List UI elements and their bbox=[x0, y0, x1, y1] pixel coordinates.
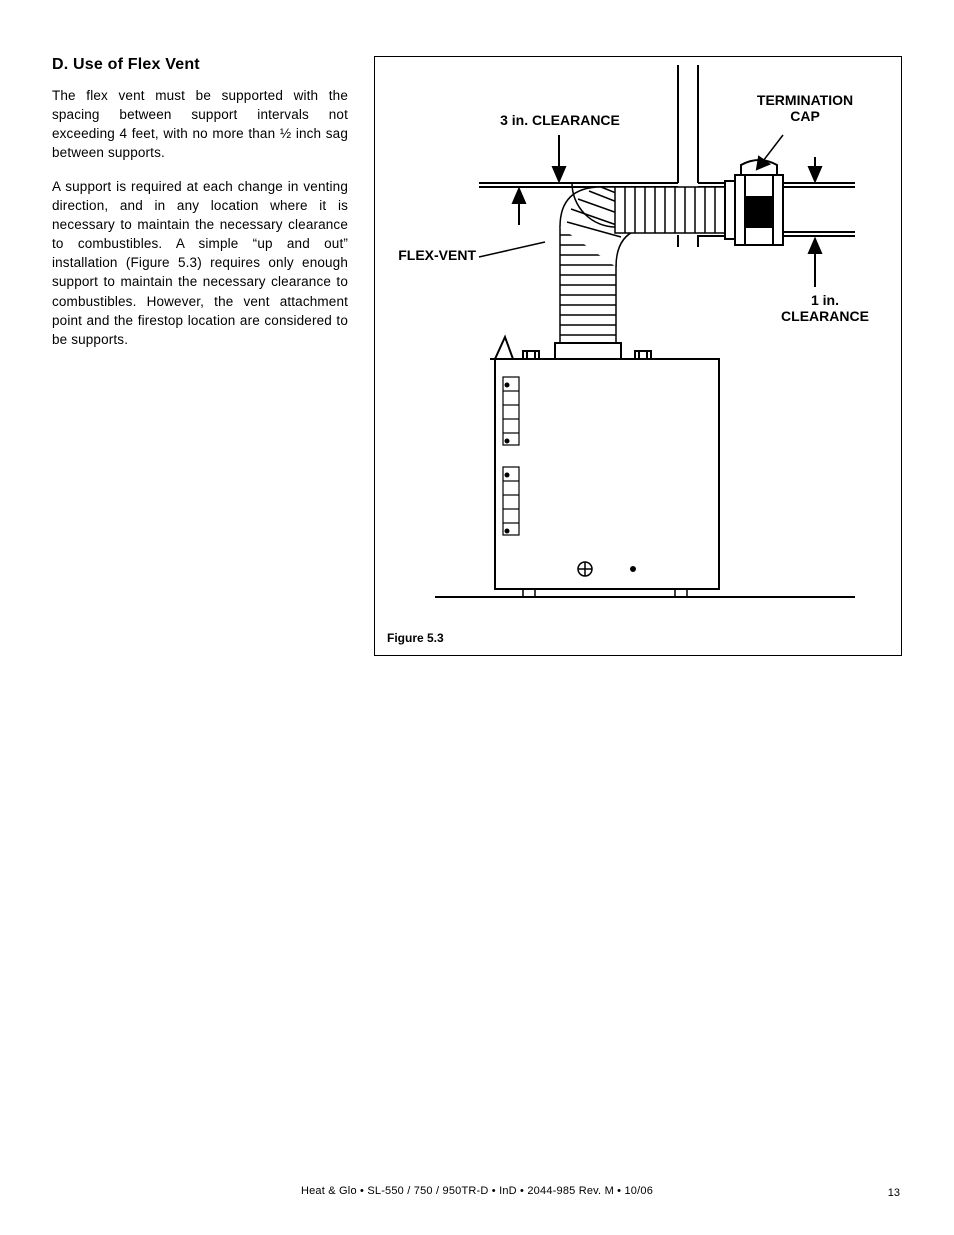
section-heading: D. Use of Flex Vent bbox=[52, 56, 348, 74]
paragraph-1: The flex vent must be supported with the… bbox=[52, 86, 348, 163]
flex-vent-diagram bbox=[375, 57, 903, 617]
page-footer: Heat & Glo • SL-550 / 750 / 950TR-D • In… bbox=[0, 1185, 954, 1197]
figure-column: 3 in. CLEARANCE TERMINATION CAP FLEX-VEN… bbox=[374, 56, 906, 656]
label-1in-clearance: 1 in. CLEARANCE bbox=[765, 292, 885, 324]
figure-caption: Figure 5.3 bbox=[387, 631, 444, 645]
label-termination-cap: TERMINATION CAP bbox=[735, 92, 875, 124]
page-number: 13 bbox=[888, 1187, 900, 1199]
label-3in-clearance: 3 in. CLEARANCE bbox=[475, 112, 645, 128]
text-column: D. Use of Flex Vent The flex vent must b… bbox=[52, 56, 348, 656]
figure-box: 3 in. CLEARANCE TERMINATION CAP FLEX-VEN… bbox=[374, 56, 902, 656]
paragraph-2: A support is required at each change in … bbox=[52, 177, 348, 349]
label-flex-vent: FLEX-VENT bbox=[381, 247, 476, 263]
